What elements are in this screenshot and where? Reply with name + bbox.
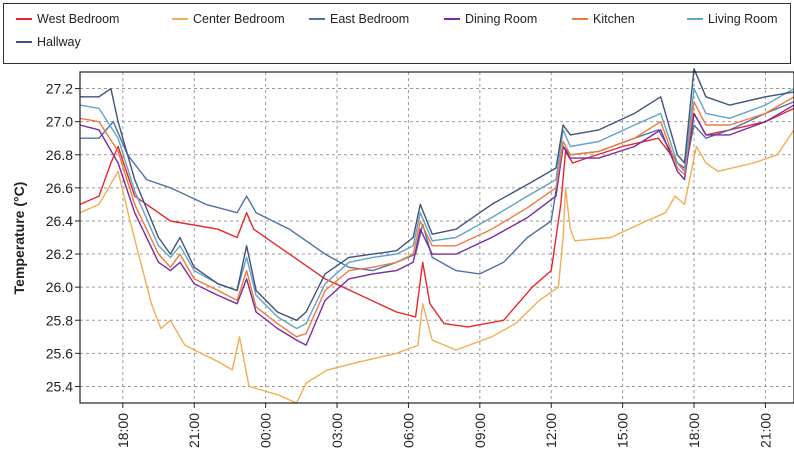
- x-tick-label: 21:00: [186, 413, 202, 448]
- legend-label: Hallway: [37, 35, 81, 49]
- legend-label: Living Room: [708, 12, 778, 26]
- x-tick-label: 21:00: [757, 413, 773, 448]
- y-tick-label: 26.2: [46, 246, 73, 262]
- x-tick-label: 09:00: [472, 413, 488, 448]
- legend-swatch: [172, 18, 188, 20]
- chart-legend: West Bedroom Center Bedroom East Bedroom Di…: [3, 3, 791, 64]
- legend-item-dining-room[interactable]: Dining Room: [444, 12, 537, 26]
- y-axis-ticks: 25.4 25.6 25.8 26.0 26.2 26.4 26.6 26.8 27.0 27.2: [46, 81, 80, 394]
- x-tick-label: 00:00: [258, 413, 274, 448]
- legend-swatch: [16, 18, 32, 20]
- y-tick-label: 25.4: [46, 378, 73, 394]
- x-tick-label: 18:00: [686, 413, 702, 448]
- series-line-hallway: [80, 67, 794, 321]
- x-tick-label: 06:00: [400, 413, 416, 448]
- y-tick-label: 27.0: [46, 114, 73, 130]
- legend-label: Dining Room: [465, 12, 538, 26]
- x-tick-label: 18:00: [115, 413, 131, 448]
- grid: [80, 72, 794, 403]
- legend-item-living-room[interactable]: Living Room: [687, 12, 777, 26]
- legend-swatch: [309, 18, 325, 20]
- y-tick-label: 26.0: [46, 279, 73, 295]
- series-lines: [79, 67, 794, 404]
- y-tick-label: 26.6: [46, 180, 73, 196]
- y-tick-label: 26.8: [46, 147, 73, 163]
- legend-swatch: [572, 18, 588, 20]
- x-axis-ticks: 18:00 21:00 00:00 03:00 06:00 09:00 12:00 15:00…: [115, 403, 773, 448]
- series-line-center-bedroom: [79, 129, 794, 404]
- x-tick-label: 15:00: [615, 413, 631, 448]
- legend-item-west-bedroom[interactable]: West Bedroom: [16, 12, 119, 26]
- legend-swatch: [687, 18, 703, 20]
- legend-label: East Bedroom: [330, 12, 410, 26]
- legend-item-hallway[interactable]: Hallway: [16, 35, 81, 49]
- y-tick-label: 25.6: [46, 345, 73, 361]
- legend-label: Center Bedroom: [193, 12, 285, 26]
- legend-label: Kitchen: [593, 12, 635, 26]
- y-tick-label: 27.2: [46, 81, 73, 97]
- plot-frame: [79, 71, 794, 404]
- series-line-dining-room: [79, 104, 794, 346]
- legend-item-kitchen[interactable]: Kitchen: [572, 12, 635, 26]
- legend-swatch: [444, 18, 460, 20]
- legend-item-east-bedroom[interactable]: East Bedroom: [309, 12, 409, 26]
- series-line-west-bedroom: [79, 107, 794, 328]
- series-line-kitchen: [79, 96, 794, 338]
- legend-swatch: [16, 41, 32, 43]
- series-line-living-room: [79, 87, 794, 330]
- legend-item-center-bedroom[interactable]: Center Bedroom: [172, 12, 285, 26]
- legend-label: West Bedroom: [37, 12, 120, 26]
- y-axis-label: Temperature (°C): [11, 182, 27, 295]
- y-tick-label: 26.4: [46, 213, 73, 229]
- x-tick-label: 03:00: [329, 413, 345, 448]
- y-tick-label: 25.8: [46, 312, 73, 328]
- x-tick-label: 12:00: [543, 413, 559, 448]
